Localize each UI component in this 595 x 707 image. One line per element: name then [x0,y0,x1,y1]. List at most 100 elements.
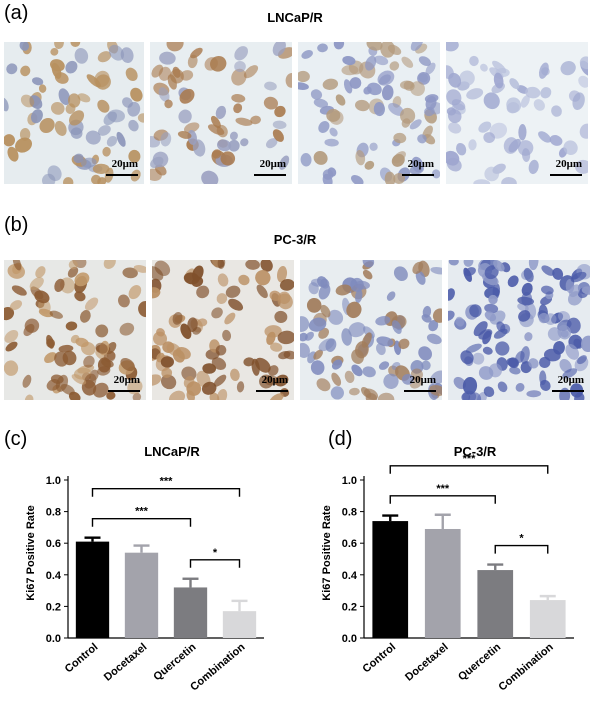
cell-nucleus [128,119,139,132]
cell-nucleus [369,142,378,151]
cell-nucleus [130,87,143,102]
cell-nucleus [215,105,227,119]
micrograph-image [150,42,292,184]
cell-nucleus [260,260,273,272]
cell-nucleus [378,361,390,370]
bar-combination [222,611,257,638]
cell-nucleus [355,149,366,166]
cell-nucleus [448,72,462,88]
cell-nucleus [570,271,587,283]
cell-nucleus [496,321,506,333]
cell-nucleus [74,291,86,302]
cell-nucleus [348,387,360,396]
cell-nucleus [488,363,502,378]
cell-nucleus [300,153,312,167]
cell-nucleus [95,324,109,338]
micrograph-pc3-docetaxel: 20μm [152,260,294,400]
cell-nucleus [383,373,399,389]
cell-nucleus [270,342,283,352]
cell-nucleus [122,97,133,108]
cell-nucleus [228,139,240,152]
cell-nucleus [277,293,293,310]
cell-nucleus [448,310,455,321]
x-tick-label: Control [361,641,399,675]
cell-nucleus [351,364,363,377]
micrograph-image [152,260,294,400]
significance-label: * [519,533,524,545]
cell-nucleus [483,92,500,110]
cell-nucleus [484,311,497,322]
cell-nucleus [521,282,533,296]
y-tick-label: 0.2 [46,601,61,613]
micrograph-pc3-control: 20μm [4,260,146,400]
cell-nucleus [216,293,228,304]
cell-nucleus [363,388,379,400]
cell-nucleus [462,376,478,395]
micrograph-image [4,260,146,400]
cell-nucleus [29,277,44,291]
cell-nucleus [418,56,431,67]
y-axis-label: Ki67 Positive Rate [321,505,333,600]
cell-nucleus [170,68,184,84]
cell-nucleus [301,50,313,59]
cell-nucleus [54,351,69,367]
cell-nucleus [122,267,138,279]
cell-nucleus [269,393,284,400]
x-tick-label: Quercetin [151,641,198,683]
cell-nucleus [51,62,62,79]
cell-nucleus [421,360,431,371]
x-tick-label: Docetaxel [102,641,150,684]
cell-nucleus [20,94,35,108]
cell-nucleus [365,55,377,71]
cell-nucleus [484,303,499,314]
cell-nucleus [137,113,144,123]
bar-chart-pc3: PC-3/R Ki67 Positive Rate 0.0 0.2 0.4 0.6 0.8 1… [310,430,590,702]
cell-nucleus [310,360,325,375]
cell-nucleus [201,170,219,184]
cell-nucleus [265,138,278,149]
cell-nucleus [133,265,146,273]
cell-nucleus [216,124,228,138]
micrograph-image [298,42,440,184]
cell-nucleus [362,260,375,268]
cell-nucleus [169,390,186,400]
cell-nucleus [234,46,248,61]
cell-nucleus [389,61,400,71]
cell-nucleus [565,344,580,360]
cell-nucleus [459,70,475,86]
cell-nucleus [210,115,221,129]
cell-nucleus [186,390,195,400]
cell-nucleus [160,356,174,368]
cell-nucleus [63,177,74,184]
cell-nucleus [183,376,195,388]
cell-nucleus [322,78,339,90]
cell-nucleus [376,343,386,356]
cell-nucleus [528,260,539,271]
cell-nucleus [34,290,50,304]
chart-title: PC-3/R [454,444,497,459]
cell-nucleus [4,360,19,376]
cell-nucleus [509,78,520,90]
cell-nucleus [541,265,555,276]
significance-bracket [389,495,496,504]
cell-nucleus [388,102,404,116]
cell-nucleus [224,312,236,325]
panel-b-letter: (b) [4,214,29,236]
cell-nucleus [101,358,114,368]
cell-nucleus [216,139,232,152]
cell-nucleus [362,269,373,280]
cell-nucleus [575,159,588,174]
panel-d-letter: (d) [328,428,353,450]
cell-nucleus [283,350,294,360]
cell-nucleus [455,316,465,327]
cell-nucleus [71,374,87,385]
micrograph-image [4,42,144,184]
cell-nucleus [73,153,84,164]
cell-nucleus [322,173,333,184]
cell-nucleus [528,159,539,175]
cell-nucleus [426,333,442,345]
cell-nucleus [240,138,249,147]
cell-nucleus [202,363,217,374]
scalebar [404,390,436,392]
cell-nucleus [229,131,238,141]
